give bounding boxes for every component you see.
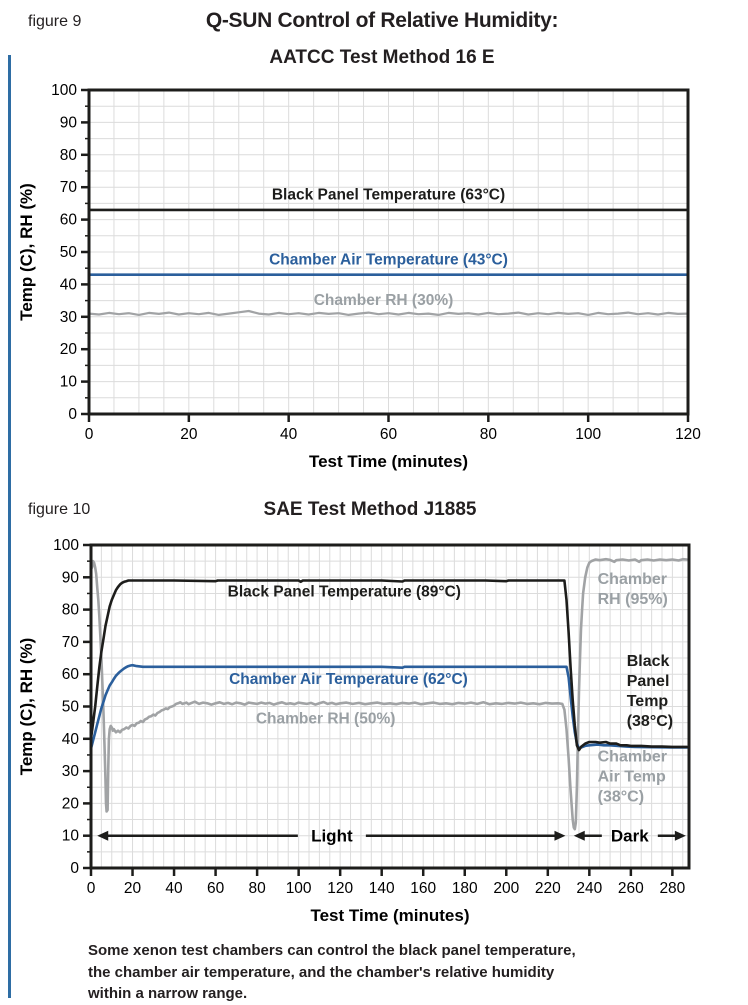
arrowhead-right bbox=[674, 830, 686, 841]
y-tick-label: 90 bbox=[62, 569, 80, 586]
figure9-main-title: Q-SUN Control of Relative Humidity: bbox=[205, 9, 559, 32]
x-tick-label: 120 bbox=[327, 880, 353, 897]
x-tick-label: 140 bbox=[369, 880, 395, 897]
x-tick-label: 40 bbox=[165, 880, 183, 897]
figure9-label: figure 9 bbox=[28, 13, 82, 30]
x-tick-label: 100 bbox=[286, 880, 312, 897]
arrowhead-left bbox=[97, 830, 109, 841]
y-tick-label: 20 bbox=[60, 341, 78, 358]
series-label: Black Panel Temp (38°C) bbox=[627, 653, 673, 730]
x-tick-label: 20 bbox=[180, 426, 198, 443]
x-tick-label: 280 bbox=[659, 880, 685, 897]
y-tick-label: 70 bbox=[60, 179, 78, 196]
y-axis-title: Temp (C), RH (%) bbox=[17, 638, 36, 776]
arrowhead-right bbox=[554, 830, 566, 841]
left-accent-bar bbox=[8, 55, 11, 998]
x-tick-label: 60 bbox=[207, 880, 225, 897]
arrowhead-left bbox=[573, 830, 585, 841]
y-tick-label: 30 bbox=[60, 309, 78, 326]
y-tick-label: 60 bbox=[62, 666, 80, 683]
x-tick-label: 240 bbox=[576, 880, 602, 897]
y-tick-label: 70 bbox=[62, 634, 80, 651]
series-line bbox=[89, 663, 689, 750]
y-tick-label: 20 bbox=[62, 795, 80, 812]
series-label: Black Panel Temperature (89°C) bbox=[228, 584, 461, 601]
series-label: Black Panel Temperature (63°C) bbox=[272, 187, 505, 204]
series-line bbox=[90, 557, 689, 831]
series-label: Chamber RH (95%) bbox=[598, 571, 668, 608]
x-tick-label: 80 bbox=[248, 880, 266, 897]
y-tick-label: 10 bbox=[62, 828, 80, 845]
y-axis-title: Temp (C), RH (%) bbox=[17, 183, 36, 321]
x-tick-label: 180 bbox=[452, 880, 478, 897]
y-tick-label: 90 bbox=[60, 114, 78, 131]
figure10-label: figure 10 bbox=[28, 501, 91, 518]
series-label: Chamber Air Temperature (43°C) bbox=[269, 251, 508, 268]
x-tick-label: 80 bbox=[480, 426, 498, 443]
x-tick-label: 20 bbox=[124, 880, 142, 897]
y-tick-label: 80 bbox=[60, 147, 78, 164]
y-tick-label: 50 bbox=[62, 699, 80, 716]
y-tick-label: 60 bbox=[60, 212, 78, 229]
x-tick-label: 40 bbox=[280, 426, 298, 443]
y-tick-label: 100 bbox=[53, 537, 79, 554]
figure9-chart: 0 20 40 60 80 100 120 0 10 20 30 40 50 60 70 80 90 100 Tes… bbox=[17, 82, 701, 471]
x-tick-label: 0 bbox=[87, 880, 96, 897]
figure-caption: Some xenon test chambers can control the… bbox=[88, 942, 576, 1002]
y-tick-label: 100 bbox=[51, 82, 77, 99]
x-tick-label: 100 bbox=[575, 426, 601, 443]
x-tick-label: 260 bbox=[618, 880, 644, 897]
series-label: Chamber RH (50%) bbox=[256, 710, 396, 727]
figure10-title: SAE Test Method J1885 bbox=[263, 499, 477, 520]
y-tick-label: 80 bbox=[62, 602, 80, 619]
y-tick-label: 10 bbox=[60, 374, 78, 391]
x-tick-label: 120 bbox=[675, 426, 701, 443]
series-label: Chamber RH (30%) bbox=[314, 292, 454, 309]
y-tick-label: 50 bbox=[60, 244, 78, 261]
y-tick-label: 0 bbox=[70, 860, 79, 877]
phase-label: Light bbox=[311, 827, 353, 846]
figure9-subtitle: AATCC Test Method 16 E bbox=[269, 47, 495, 68]
x-tick-label: 0 bbox=[85, 426, 94, 443]
y-tick-label: 0 bbox=[68, 406, 77, 423]
x-tick-label: 220 bbox=[535, 880, 561, 897]
x-axis-title: Test Time (minutes) bbox=[309, 452, 468, 471]
series-label: Chamber Air Temp (38°C) bbox=[598, 748, 667, 805]
series-label: Chamber Air Temperature (62°C) bbox=[229, 671, 468, 688]
series-line bbox=[89, 579, 689, 752]
series-line bbox=[87, 309, 690, 316]
y-tick-label: 40 bbox=[60, 276, 78, 293]
x-axis-title: Test Time (minutes) bbox=[310, 906, 469, 925]
x-tick-label: 200 bbox=[493, 880, 519, 897]
figure10-chart: 0 20 40 60 80 100 120 140 160 180 200 220 240 260 280 0… bbox=[17, 537, 691, 925]
x-tick-label: 60 bbox=[380, 426, 398, 443]
phase-label: Dark bbox=[611, 827, 649, 846]
y-tick-label: 40 bbox=[62, 731, 80, 748]
x-tick-label: 160 bbox=[410, 880, 436, 897]
y-tick-label: 30 bbox=[62, 763, 80, 780]
